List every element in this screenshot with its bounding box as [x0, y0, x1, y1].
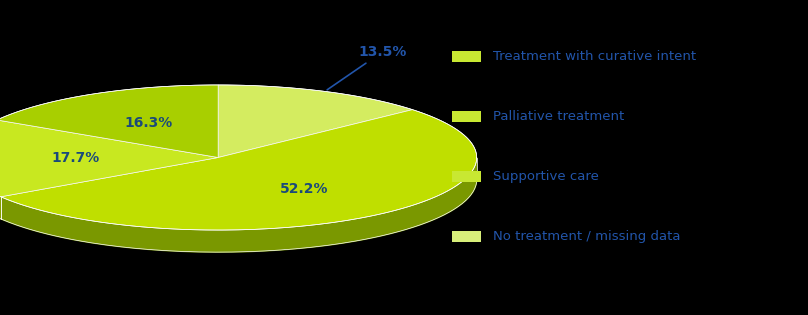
Text: No treatment / missing data: No treatment / missing data [493, 230, 680, 243]
Polygon shape [0, 85, 218, 158]
Text: 13.5%: 13.5% [327, 45, 406, 90]
Text: 17.7%: 17.7% [52, 151, 100, 165]
Bar [452, 231, 481, 242]
Polygon shape [0, 120, 218, 197]
Bar [452, 111, 481, 122]
Bar [452, 171, 481, 182]
Polygon shape [1, 158, 477, 252]
Text: Supportive care: Supportive care [493, 170, 599, 183]
Text: 16.3%: 16.3% [124, 116, 172, 130]
Polygon shape [218, 85, 413, 158]
Text: Treatment with curative intent: Treatment with curative intent [493, 50, 696, 63]
Text: Palliative treatment: Palliative treatment [493, 110, 624, 123]
Bar [452, 51, 481, 62]
Text: 52.2%: 52.2% [280, 182, 328, 196]
Polygon shape [1, 110, 477, 230]
